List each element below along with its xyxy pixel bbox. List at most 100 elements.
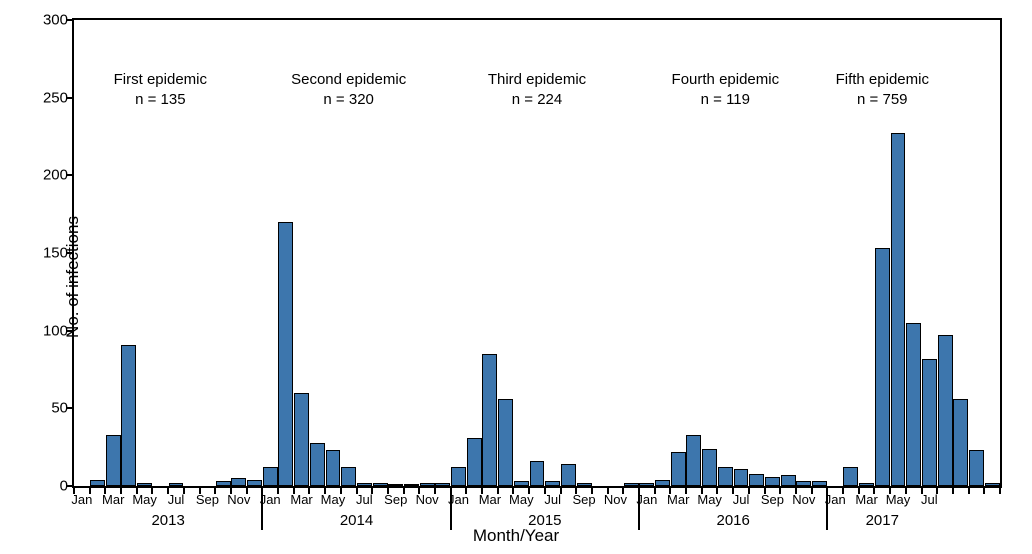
bar bbox=[639, 483, 654, 486]
x-tick-label: Sep bbox=[573, 492, 596, 507]
y-tick-label: 200 bbox=[43, 167, 68, 184]
year-divider bbox=[826, 488, 828, 530]
bar bbox=[561, 464, 576, 486]
bar bbox=[686, 435, 701, 486]
bar bbox=[875, 248, 890, 486]
x-tick-label: Jul bbox=[544, 492, 561, 507]
x-tick-label: Sep bbox=[761, 492, 784, 507]
x-tick bbox=[151, 488, 153, 494]
bar bbox=[514, 481, 529, 486]
year-divider bbox=[261, 488, 263, 530]
x-tick-label: Mar bbox=[290, 492, 312, 507]
bar bbox=[169, 483, 184, 486]
epidemic-annotation: Fourth epidemicn = 119 bbox=[672, 70, 780, 111]
bar bbox=[231, 478, 246, 486]
year-divider bbox=[450, 488, 452, 530]
bar bbox=[326, 450, 341, 486]
bar bbox=[922, 359, 937, 486]
bar bbox=[749, 474, 764, 486]
x-tick bbox=[308, 488, 310, 494]
x-tick bbox=[214, 488, 216, 494]
x-tick-label: Mar bbox=[667, 492, 689, 507]
x-tick-label: May bbox=[509, 492, 534, 507]
x-tick-label: Nov bbox=[604, 492, 627, 507]
x-tick-label: Sep bbox=[384, 492, 407, 507]
x-tick-label: May bbox=[697, 492, 722, 507]
x-tick-label: Mar bbox=[479, 492, 501, 507]
bar bbox=[216, 481, 231, 486]
bar bbox=[467, 438, 482, 486]
bar bbox=[310, 443, 325, 486]
bar bbox=[435, 483, 450, 486]
bar bbox=[482, 354, 497, 486]
x-tick-label: Sep bbox=[196, 492, 219, 507]
x-tick-label: May bbox=[886, 492, 911, 507]
bar bbox=[765, 477, 780, 486]
x-tick bbox=[811, 488, 813, 494]
bar bbox=[938, 335, 953, 486]
bar bbox=[357, 483, 372, 486]
x-tick bbox=[842, 488, 844, 494]
x-tick-label: May bbox=[132, 492, 157, 507]
bar bbox=[294, 393, 309, 486]
y-tick-label: 300 bbox=[43, 12, 68, 29]
x-tick-label: Jul bbox=[168, 492, 185, 507]
x-tick-label: Mar bbox=[102, 492, 124, 507]
x-year-label: 2017 bbox=[866, 512, 899, 529]
x-tick bbox=[434, 488, 436, 494]
bar bbox=[247, 480, 262, 486]
bar bbox=[781, 475, 796, 486]
bar bbox=[106, 435, 121, 486]
x-year-label: 2013 bbox=[151, 512, 184, 529]
bar bbox=[545, 481, 560, 486]
x-tick bbox=[340, 488, 342, 494]
x-tick bbox=[560, 488, 562, 494]
x-tick-label: Nov bbox=[792, 492, 815, 507]
bar bbox=[373, 483, 388, 486]
x-tick-label: Nov bbox=[227, 492, 250, 507]
x-tick bbox=[591, 488, 593, 494]
bar bbox=[906, 323, 921, 486]
epidemic-bar-chart: No. of infections Month/Year 05010015020… bbox=[0, 0, 1032, 554]
bar bbox=[121, 345, 136, 486]
bar bbox=[420, 483, 435, 486]
year-divider bbox=[638, 488, 640, 530]
bar bbox=[278, 222, 293, 486]
bar bbox=[953, 399, 968, 486]
bar bbox=[577, 483, 592, 486]
epidemic-annotation: First epidemicn = 135 bbox=[114, 70, 207, 111]
bar bbox=[796, 481, 811, 486]
x-axis-label: Month/Year bbox=[473, 526, 559, 546]
bar bbox=[530, 461, 545, 486]
x-tick bbox=[528, 488, 530, 494]
x-tick bbox=[936, 488, 938, 494]
bar bbox=[388, 484, 403, 486]
x-tick bbox=[968, 488, 970, 494]
x-tick bbox=[952, 488, 954, 494]
bar bbox=[451, 467, 466, 486]
x-tick bbox=[999, 488, 1001, 494]
y-tick-label: 250 bbox=[43, 89, 68, 106]
x-tick bbox=[983, 488, 985, 494]
bar bbox=[671, 452, 686, 486]
x-tick bbox=[716, 488, 718, 494]
bar bbox=[859, 483, 874, 486]
bar bbox=[263, 467, 278, 486]
x-tick bbox=[277, 488, 279, 494]
x-year-label: 2015 bbox=[528, 512, 561, 529]
x-year-label: 2014 bbox=[340, 512, 373, 529]
x-tick-label: Jul bbox=[733, 492, 750, 507]
bar bbox=[341, 467, 356, 486]
x-tick-label: Nov bbox=[416, 492, 439, 507]
epidemic-annotation: Fifth epidemicn = 759 bbox=[836, 70, 929, 111]
x-tick bbox=[685, 488, 687, 494]
x-tick bbox=[622, 488, 624, 494]
x-tick bbox=[183, 488, 185, 494]
y-tick-label: 100 bbox=[43, 322, 68, 339]
x-tick bbox=[246, 488, 248, 494]
x-tick bbox=[654, 488, 656, 494]
bar bbox=[734, 469, 749, 486]
bar bbox=[718, 467, 733, 486]
bar bbox=[137, 483, 152, 486]
x-tick bbox=[873, 488, 875, 494]
